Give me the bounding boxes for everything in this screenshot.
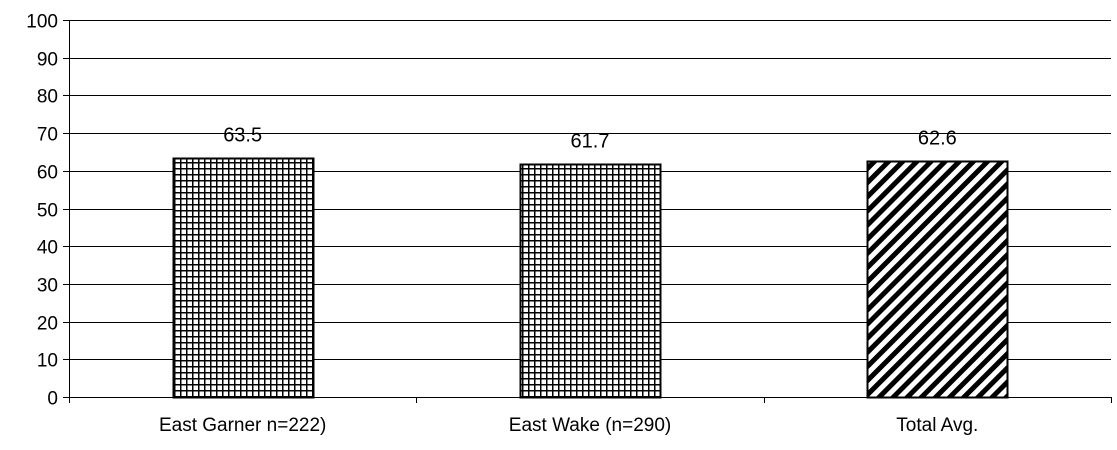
y-tick-label: 10: [37, 351, 58, 372]
y-tick-label: 80: [37, 87, 58, 108]
category-labels: East Garner n=222) East Wake (n=290) Total…: [159, 415, 978, 436]
data-label: 61.7: [571, 131, 610, 153]
bar-2: [519, 163, 662, 399]
y-tick-label: 50: [37, 201, 58, 222]
category-label: East Garner n=222): [159, 415, 326, 436]
y-tick-labels: 0 10 20 30 40 50 60 70 80 90 100: [26, 12, 58, 410]
data-labels: 63.5 61.7 62.6: [223, 125, 957, 153]
y-tick-label: 0: [47, 389, 58, 410]
y-tick-label: 30: [37, 276, 58, 297]
category-label: East Wake (n=290): [509, 415, 671, 436]
bar-1: [172, 157, 315, 399]
data-label: 62.6: [918, 128, 957, 150]
data-label: 63.5: [223, 125, 262, 147]
y-tick-label: 60: [37, 163, 58, 184]
y-tick-label: 40: [37, 238, 58, 259]
y-tick-label: 70: [37, 125, 58, 146]
y-tick-label: 20: [37, 314, 58, 335]
axes: [63, 20, 1112, 403]
bar-3: [866, 160, 1009, 399]
category-label: Total Avg.: [896, 415, 978, 436]
y-tick-label: 100: [26, 12, 58, 33]
bars: [172, 157, 1009, 399]
y-tick-label: 90: [37, 50, 58, 71]
